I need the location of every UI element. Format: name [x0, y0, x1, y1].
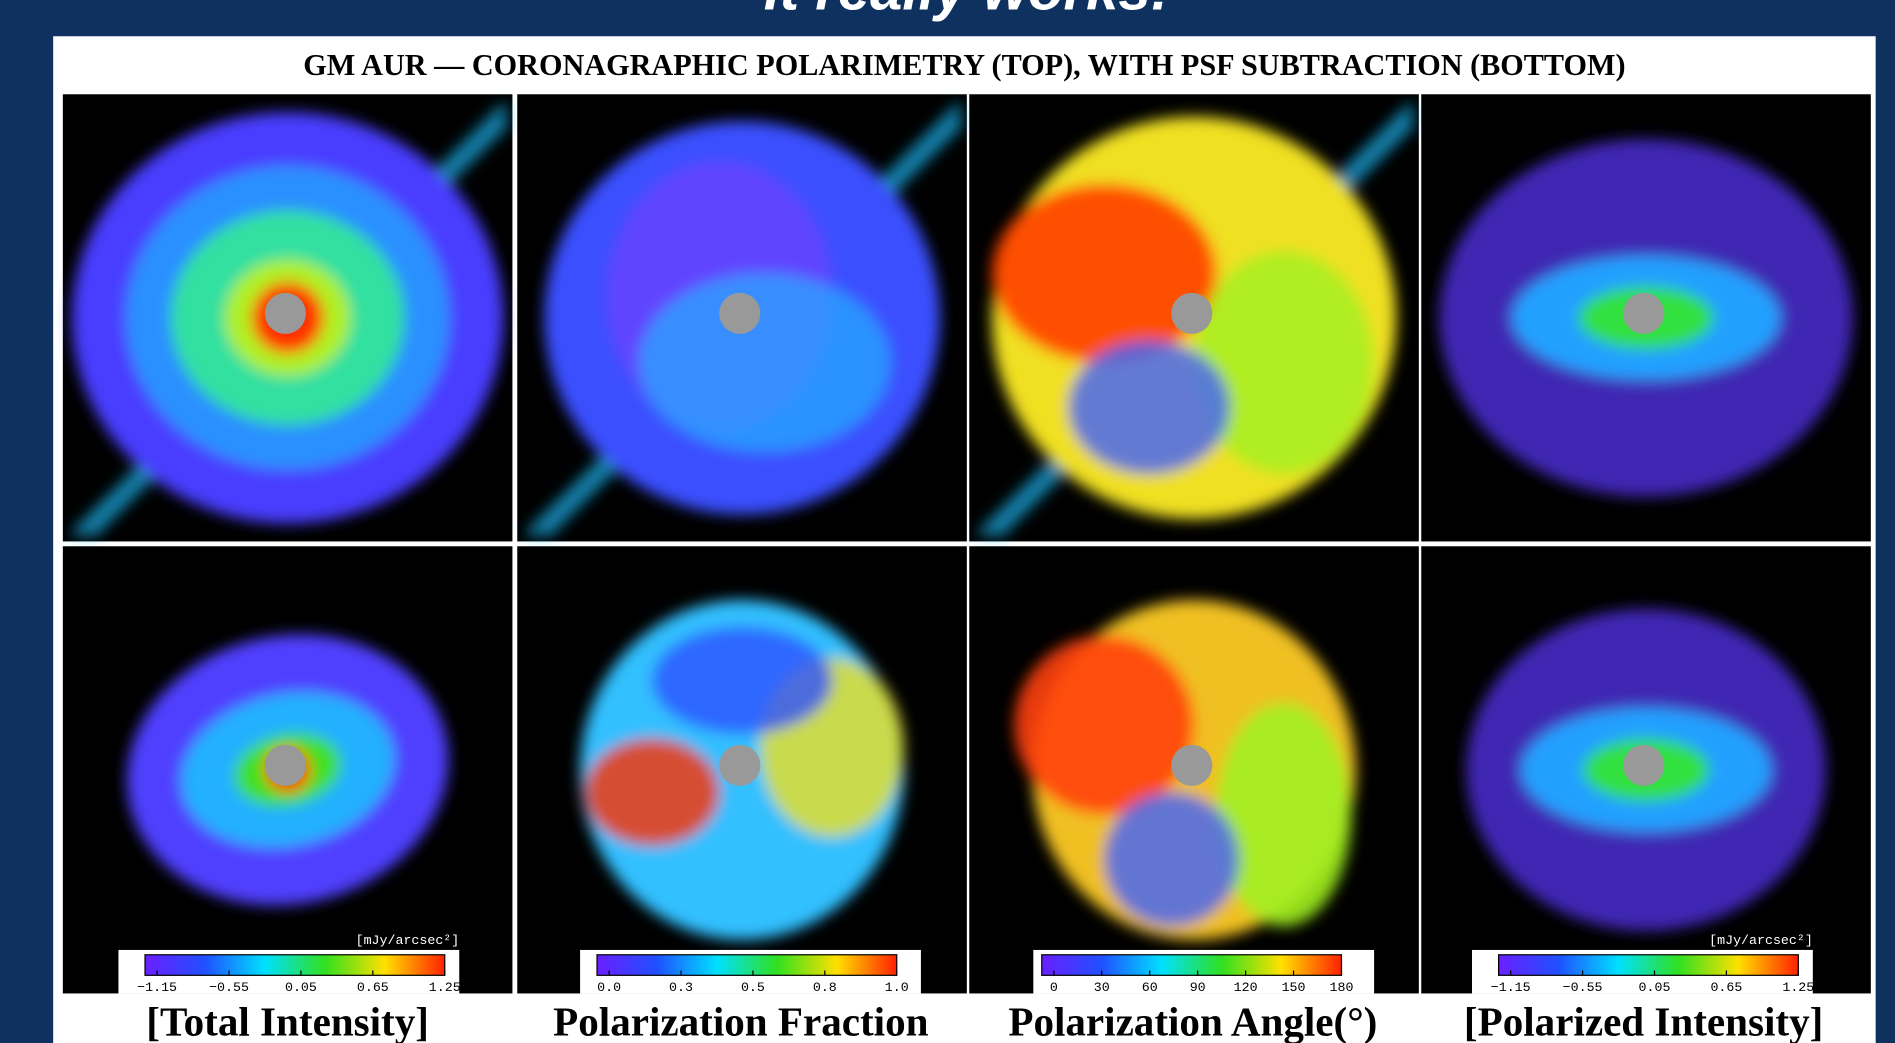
coronagraph-mask: [1623, 745, 1664, 786]
emission-blob: [652, 627, 832, 734]
colorbar-tick-label: 30: [1094, 980, 1110, 995]
colorbar-tick-label: 90: [1190, 980, 1206, 995]
colorbar-tick-label: 0.8: [813, 980, 837, 995]
slide: It really works! GM AUR — CORONAGRAPHIC …: [0, 0, 1895, 1043]
emission-blob: [1217, 703, 1352, 927]
page: It really works! GM AUR — CORONAGRAPHIC …: [0, 0, 1895, 1043]
coronagraph-mask: [265, 745, 306, 786]
colorbar-tick-label: 0.0: [597, 980, 621, 995]
colorbar: [1499, 955, 1799, 976]
emission-blob: [1194, 251, 1374, 475]
emission-blob: [585, 739, 720, 846]
panel-label: Polarization Angle(°): [1008, 999, 1377, 1043]
emission-blob: [992, 184, 1217, 363]
colorbar-tick-label: 0.5: [741, 980, 765, 995]
colorbar: [145, 955, 445, 976]
colorbar-tick-label: 150: [1282, 980, 1306, 995]
emission-blob: [1104, 792, 1239, 926]
colorbar-tick-label: 0.65: [357, 980, 389, 995]
colorbar-tick-label: 0.05: [285, 980, 317, 995]
panel-label: Polarization Fraction: [553, 999, 928, 1043]
colorbar-tick-label: 1.25: [1782, 980, 1814, 995]
colorbar: [597, 955, 897, 976]
colorbar-tick-label: 0: [1050, 980, 1058, 995]
colorbar-tick-label: −1.15: [137, 980, 177, 995]
emission-blob: [639, 273, 891, 452]
panel-label: [Polarized Intensity]: [1464, 999, 1823, 1043]
emission-blob: [1014, 636, 1194, 815]
colorbar-tick-label: −0.55: [209, 980, 249, 995]
colorbar-tick-label: 60: [1142, 980, 1158, 995]
colorbar-unit: [mJy/arcsec²]: [356, 933, 460, 948]
colorbar-tick-label: 180: [1330, 980, 1354, 995]
colorbar: [1042, 955, 1342, 976]
coronagraph-mask: [1171, 745, 1212, 786]
colorbar-tick-label: −1.15: [1491, 980, 1531, 995]
panels: −1.15 −0.55 0.05 0.65 1.25 [mJy/arcsec²] 0.0 0.…: [63, 94, 1871, 1043]
colorbar-tick-label: 1.0: [885, 980, 909, 995]
colorbar-tick-label: 0.3: [669, 980, 693, 995]
panel-label: [Total Intensity]: [146, 999, 429, 1043]
colorbar-unit: [mJy/arcsec²]: [1709, 933, 1813, 948]
colorbar-tick-label: −0.55: [1563, 980, 1603, 995]
colorbar-tick-label: 120: [1234, 980, 1258, 995]
slide-title: It really works!: [764, 0, 1170, 23]
coronagraph-mask: [1623, 293, 1664, 334]
coronagraph-mask: [1171, 293, 1212, 334]
emission-blob: [1068, 340, 1230, 474]
coronagraph-mask: [719, 293, 760, 334]
colorbar-tick-label: 0.05: [1639, 980, 1671, 995]
colorbar-tick-label: 0.65: [1710, 980, 1742, 995]
colorbar-tick-label: 1.25: [429, 980, 461, 995]
figure-caption: GM AUR — CORONAGRAPHIC POLARIMETRY (TOP)…: [303, 48, 1625, 82]
coronagraph-mask: [265, 293, 306, 334]
coronagraph-mask: [719, 745, 760, 786]
